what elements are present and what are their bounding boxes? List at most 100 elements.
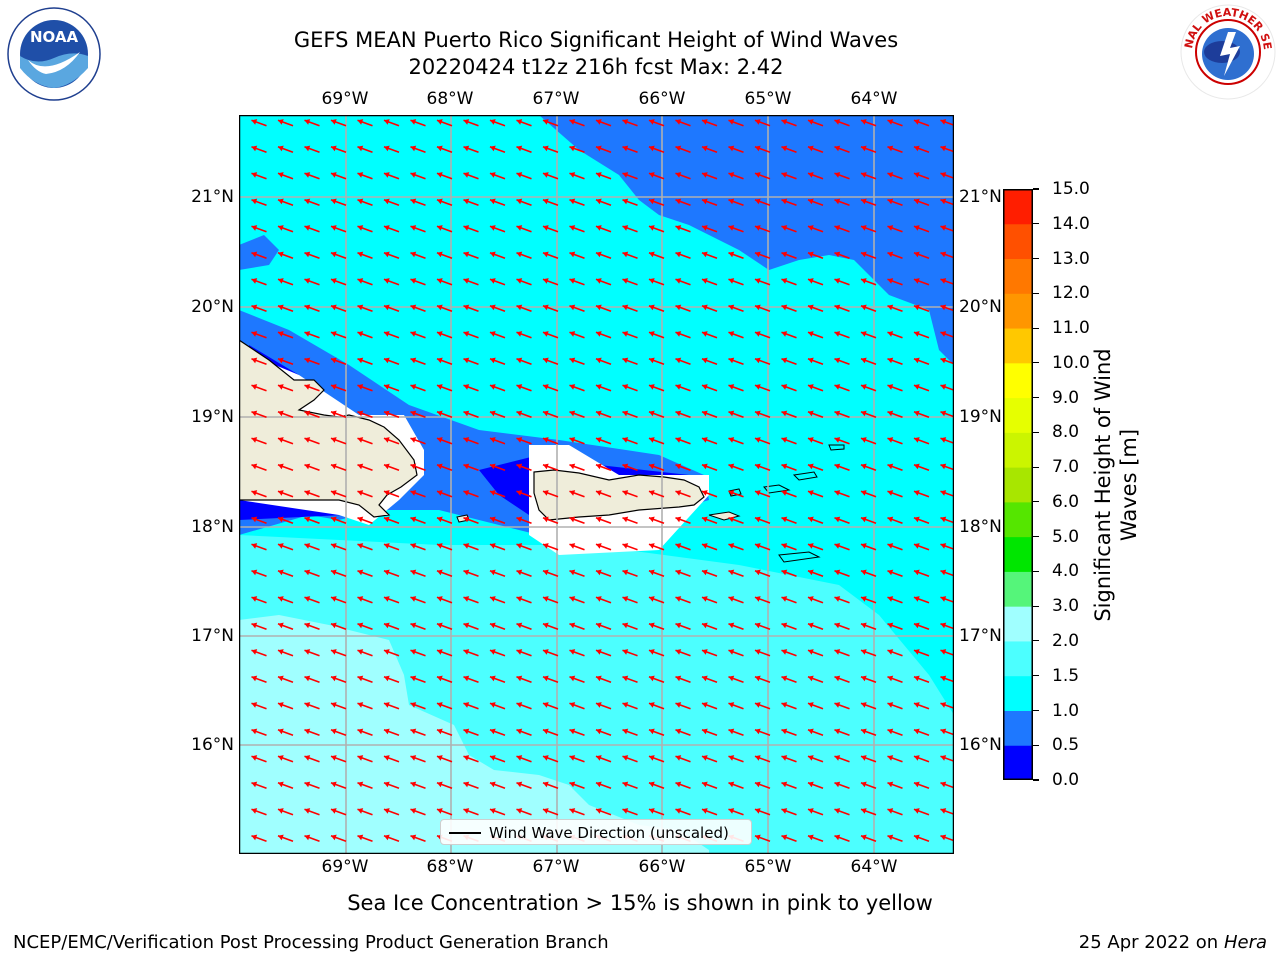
lat-tick-left: 21°N [191,187,234,207]
wave-direction-arrow [781,119,797,127]
wave-direction-arrow [357,834,373,842]
wave-direction-arrow [516,198,532,206]
lat-tick-left: 17°N [191,626,234,646]
wave-direction-arrow [251,119,267,127]
wave-direction-arrow [569,119,585,127]
wave-direction-arrow [701,437,718,445]
wave-direction-arrow [330,463,347,471]
wave-direction-arrow [887,172,903,180]
wave-direction-arrow [860,225,877,233]
wave-direction-arrow [251,145,267,153]
wave-direction-arrow [807,675,824,683]
wave-direction-arrow [834,649,850,657]
wave-direction-arrow [569,490,585,498]
colorbar-tick-label: 13.0 [1052,248,1090,269]
wave-direction-arrow [728,119,744,127]
wave-direction-arrow [675,569,691,577]
wave-direction-arrow [410,808,426,816]
wave-direction-arrow [569,463,585,471]
wave-direction-arrow [277,331,294,339]
wave-direction-arrow [595,490,612,498]
wave-direction-arrow [648,702,665,710]
wave-direction-arrow [622,596,638,604]
wave-direction-arrow [834,331,850,339]
wave-direction-arrow [807,251,824,259]
wave-direction-arrow [463,437,479,445]
wave-direction-arrow [489,490,506,498]
wave-direction-arrow [410,225,426,233]
wave-direction-arrow [913,808,930,816]
wave-direction-arrow [251,384,267,392]
wave-direction-arrow [489,384,506,392]
wave-direction-arrow [330,596,347,604]
wave-direction-arrow [304,278,320,286]
wave-direction-arrow [330,198,347,206]
wave-direction-arrow [701,410,718,418]
wave-direction-arrow [277,357,294,365]
wave-direction-arrow [913,702,930,710]
wave-direction-arrow [648,622,665,630]
wave-direction-arrow [595,198,612,206]
wave-direction-arrow [595,331,612,339]
wave-direction-arrow [728,463,744,471]
wave-direction-arrow [410,410,426,418]
wave-direction-arrow [569,331,585,339]
wave-direction-arrow [834,384,850,392]
colorbar-tick-mark [1033,362,1039,364]
colorbar-tick-label: 14.0 [1052,213,1090,234]
wave-direction-arrow [463,119,479,127]
wave-direction-arrow [383,516,400,524]
colorbar-tick-mark [1033,744,1039,746]
wave-direction-arrow [436,331,453,339]
wave-direction-arrow [728,702,744,710]
wave-direction-arrow [728,225,744,233]
wave-direction-arrow [569,649,585,657]
wave-direction-arrow [463,278,479,286]
wave-direction-arrow [516,145,532,153]
wave-direction-arrow [304,755,320,763]
wave-direction-arrow [781,569,797,577]
footer-machine: Hera [1223,932,1267,953]
wave-direction-arrow [860,649,877,657]
wave-direction-arrow [675,251,691,259]
wave-direction-arrow [251,781,267,789]
wave-direction-arrow [569,225,585,233]
wave-direction-arrow [860,410,877,418]
wave-direction-arrow [410,331,426,339]
wave-direction-arrow [728,516,744,524]
wave-direction-arrow [913,596,930,604]
wave-direction-arrow [781,834,797,842]
wave-direction-arrow [542,569,559,577]
wave-direction-arrow [542,225,559,233]
wave-direction-arrow [622,622,638,630]
wave-direction-arrow [807,410,824,418]
wave-direction-arrow [277,728,294,736]
wave-direction-arrow [383,172,400,180]
lat-tick-left: 19°N [191,407,234,427]
wave-direction-arrow [754,410,771,418]
virgin-islands-2 [792,471,818,481]
wave-direction-arrow [887,834,903,842]
wave-direction-arrow [622,357,638,365]
wave-direction-arrow [807,119,824,127]
wave-direction-arrow [436,384,453,392]
wave-direction-arrow [913,357,930,365]
colorbar-tick-label: 2.0 [1052,630,1080,651]
wave-direction-arrow [754,384,771,392]
wave-direction-arrow [860,728,877,736]
wave-direction-arrow [595,384,612,392]
wave-direction-arrow [807,596,824,604]
wave-direction-arrow [860,596,877,604]
lat-tick-right: 16°N [959,735,1002,755]
wave-direction-arrow [754,596,771,604]
wave-direction-arrow [807,145,824,153]
wave-direction-arrow [357,728,373,736]
colorbar-segment [1003,501,1033,538]
wave-direction-arrow [330,834,347,842]
wave-direction-arrow [410,543,426,551]
wave-direction-arrow [887,145,903,153]
wave-direction-arrow [834,675,850,683]
wave-direction-arrow [701,596,718,604]
wave-direction-arrow [701,225,718,233]
lat-tick-right: 17°N [959,626,1002,646]
